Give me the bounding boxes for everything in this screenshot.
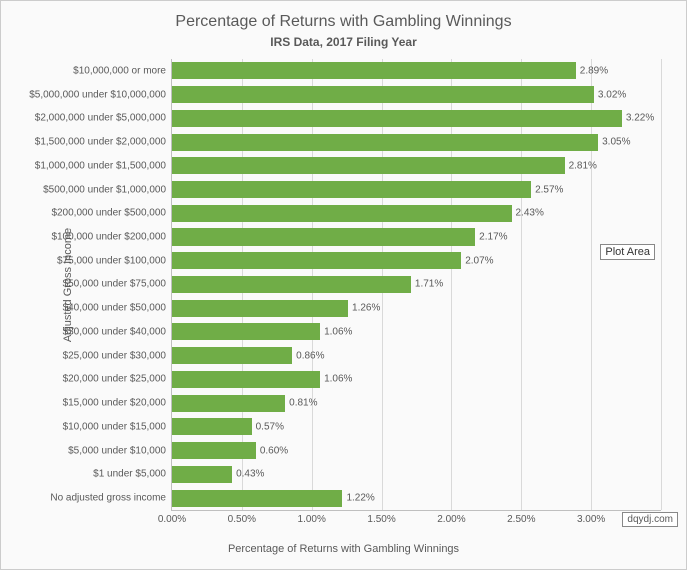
bar-value-label: 2.43% <box>512 208 544 219</box>
bar-value-label: 1.22% <box>342 493 374 504</box>
bar-row: $2,000,000 under $5,000,0003.22% <box>172 106 661 130</box>
y-tick-label: $2,000,000 under $5,000,000 <box>35 113 172 124</box>
bar-value-label: 2.17% <box>475 232 507 243</box>
x-tick-label: 0.50% <box>228 510 256 525</box>
bar-row: $500,000 under $1,000,0002.57% <box>172 178 661 202</box>
bar-value-label: 1.26% <box>348 303 380 314</box>
y-tick-label: $100,000 under $200,000 <box>51 232 172 243</box>
bar <box>172 276 411 293</box>
bar-row: $1,500,000 under $2,000,0003.05% <box>172 130 661 154</box>
y-tick-label: $1,000,000 under $1,500,000 <box>35 160 172 171</box>
y-tick-label: $75,000 under $100,000 <box>57 255 172 266</box>
bar-value-label: 2.89% <box>576 65 608 76</box>
x-tick-label: 0.00% <box>158 510 186 525</box>
bar-row: No adjusted gross income1.22% <box>172 486 661 510</box>
y-tick-label: $10,000,000 or more <box>73 65 172 76</box>
bar-row: $5,000,000 under $10,000,0003.02% <box>172 83 661 107</box>
x-tick-label: 2.50% <box>507 510 535 525</box>
y-tick-label: $500,000 under $1,000,000 <box>43 184 172 195</box>
bar-row: $25,000 under $30,0000.86% <box>172 344 661 368</box>
bar-value-label: 0.60% <box>256 445 288 456</box>
y-tick-label: $25,000 under $30,000 <box>63 350 172 361</box>
bar <box>172 157 565 174</box>
bar-row: $75,000 under $100,0002.07% <box>172 249 661 273</box>
plot-area-badge: Plot Area <box>600 244 655 260</box>
bar-value-label: 3.05% <box>598 137 630 148</box>
y-tick-label: $30,000 under $40,000 <box>63 326 172 337</box>
y-tick-label: $5,000,000 under $10,000,000 <box>29 89 172 100</box>
y-tick-label: $200,000 under $500,000 <box>51 208 172 219</box>
plot-region: $10,000,000 or more2.89%$5,000,000 under… <box>171 59 661 511</box>
y-tick-label: $1,500,000 under $2,000,000 <box>35 137 172 148</box>
bar-row: $30,000 under $40,0001.06% <box>172 320 661 344</box>
bar <box>172 347 292 364</box>
y-tick-label: $20,000 under $25,000 <box>63 374 172 385</box>
bar-row: $40,000 under $50,0001.26% <box>172 296 661 320</box>
y-tick-label: $50,000 under $75,000 <box>63 279 172 290</box>
gridline <box>661 59 662 510</box>
bar-value-label: 1.71% <box>411 279 443 290</box>
x-tick-label: 2.00% <box>437 510 465 525</box>
bar <box>172 181 531 198</box>
bar <box>172 323 320 340</box>
bar <box>172 371 320 388</box>
x-tick-label: 3.00% <box>577 510 605 525</box>
bar-row: $200,000 under $500,0002.43% <box>172 201 661 225</box>
bar-row: $10,000 under $15,0000.57% <box>172 415 661 439</box>
bar <box>172 395 285 412</box>
bar-row: $50,000 under $75,0001.71% <box>172 273 661 297</box>
bar <box>172 418 252 435</box>
bar-value-label: 0.43% <box>232 469 264 480</box>
bar <box>172 466 232 483</box>
bar <box>172 134 598 151</box>
bar-row: $20,000 under $25,0001.06% <box>172 368 661 392</box>
bar <box>172 110 622 127</box>
bar-value-label: 3.02% <box>594 89 626 100</box>
y-tick-label: $10,000 under $15,000 <box>63 421 172 432</box>
bar <box>172 490 342 507</box>
x-tick-label: 1.00% <box>298 510 326 525</box>
bar-value-label: 1.06% <box>320 374 352 385</box>
bar-value-label: 0.81% <box>285 398 317 409</box>
bar-row: $1,000,000 under $1,500,0002.81% <box>172 154 661 178</box>
x-tick-label: 1.50% <box>367 510 395 525</box>
y-tick-label: No adjusted gross income <box>50 493 172 504</box>
bar <box>172 228 475 245</box>
bar <box>172 442 256 459</box>
bar-value-label: 1.06% <box>320 326 352 337</box>
bar <box>172 86 594 103</box>
bar-value-label: 3.22% <box>622 113 654 124</box>
bar-row: $15,000 under $20,0000.81% <box>172 391 661 415</box>
y-tick-label: $15,000 under $20,000 <box>63 398 172 409</box>
bar <box>172 62 576 79</box>
y-tick-label: $5,000 under $10,000 <box>68 445 172 456</box>
bar <box>172 205 512 222</box>
bar-row: $100,000 under $200,0002.17% <box>172 225 661 249</box>
chart-subtitle: IRS Data, 2017 Filing Year <box>1 31 686 49</box>
bar-value-label: 2.07% <box>461 255 493 266</box>
bar-row: $5,000 under $10,0000.60% <box>172 439 661 463</box>
bar <box>172 300 348 317</box>
x-axis-label: Percentage of Returns with Gambling Winn… <box>1 543 686 555</box>
bar-row: $10,000,000 or more2.89% <box>172 59 661 83</box>
attribution-label: dqydj.com <box>622 512 678 527</box>
y-tick-label: $1 under $5,000 <box>93 469 172 480</box>
chart-title: Percentage of Returns with Gambling Winn… <box>1 1 686 31</box>
chart-container: Percentage of Returns with Gambling Winn… <box>0 0 687 570</box>
bar-value-label: 2.81% <box>565 160 597 171</box>
bar-row: $1 under $5,0000.43% <box>172 463 661 487</box>
bar-value-label: 0.86% <box>292 350 324 361</box>
y-tick-label: $40,000 under $50,000 <box>63 303 172 314</box>
bar-value-label: 0.57% <box>252 421 284 432</box>
bar-value-label: 2.57% <box>531 184 563 195</box>
bar <box>172 252 461 269</box>
